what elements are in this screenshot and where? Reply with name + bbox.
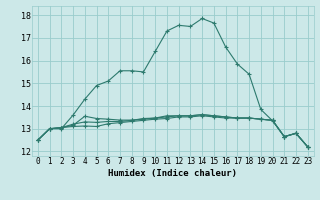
X-axis label: Humidex (Indice chaleur): Humidex (Indice chaleur): [108, 169, 237, 178]
